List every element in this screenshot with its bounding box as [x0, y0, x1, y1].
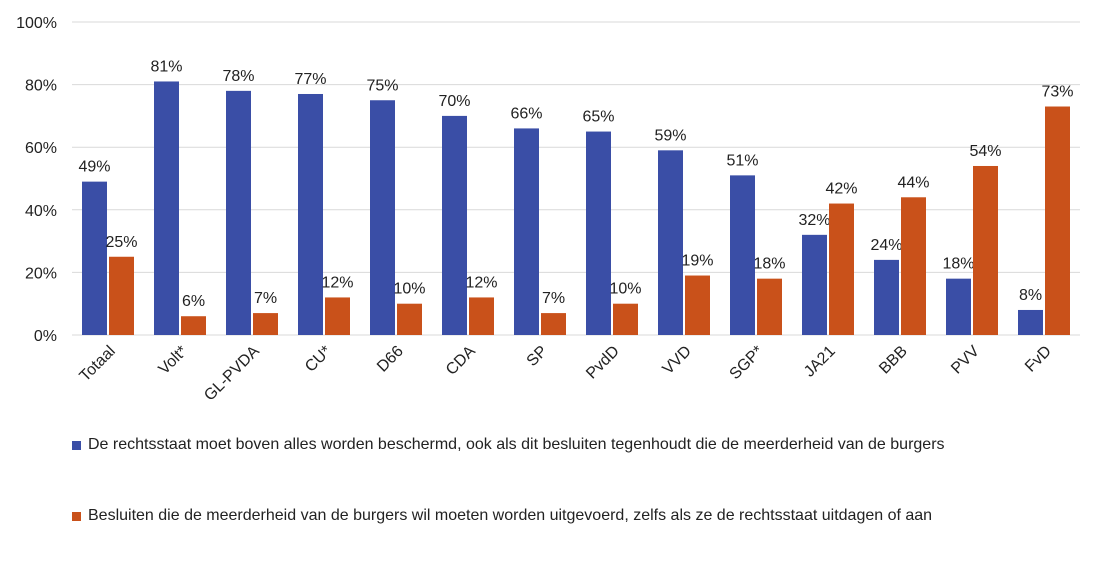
- bar-series-2: [469, 297, 494, 335]
- x-tick-label: GL-PVDA: [201, 343, 263, 405]
- y-tick-label: 20%: [25, 265, 57, 282]
- bar-series-1: [658, 150, 683, 335]
- data-label: 75%: [366, 77, 398, 94]
- bar-series-2: [613, 303, 638, 335]
- y-tick-label: 0%: [34, 328, 57, 345]
- data-label: 81%: [150, 58, 182, 75]
- bar-series-2: [901, 197, 926, 335]
- bar-series-1: [442, 115, 467, 336]
- data-label: 66%: [510, 105, 542, 122]
- y-tick-label: 60%: [25, 140, 57, 157]
- legend-swatch-series-1: [72, 441, 81, 450]
- data-label: 49%: [78, 159, 110, 176]
- x-tick-label: SGP*: [727, 343, 767, 383]
- bar-series-2: [325, 297, 350, 335]
- legend-label-series-1: De rechtsstaat moet boven alles worden b…: [88, 436, 945, 453]
- legend-item-series-1: De rechtsstaat moet boven alles worden b…: [72, 434, 1062, 455]
- bar-series-2: [973, 165, 998, 335]
- bar-series-2: [541, 313, 566, 335]
- bar-series-2: [253, 313, 278, 335]
- data-label: 10%: [609, 281, 641, 298]
- data-label: 73%: [1041, 84, 1073, 101]
- bar-series-1: [802, 234, 827, 335]
- data-label: 77%: [294, 71, 326, 88]
- x-tick-label: VVD: [660, 343, 695, 378]
- data-label: 24%: [870, 237, 902, 254]
- data-label: 32%: [798, 212, 830, 229]
- legend-swatch-series-2: [72, 512, 81, 521]
- bar-series-2: [829, 203, 854, 335]
- legend-label-series-2: Besluiten die de meerderheid van de burg…: [88, 507, 933, 524]
- data-label: 65%: [582, 109, 614, 126]
- bar-series-1: [226, 90, 251, 335]
- bar-series-1: [1018, 309, 1043, 335]
- data-label: 18%: [753, 256, 785, 273]
- x-tick-label: Totaal: [77, 343, 119, 385]
- x-tick-label: CDA: [443, 343, 479, 379]
- data-label: 54%: [969, 143, 1001, 160]
- x-tick-label: JA21: [801, 343, 839, 381]
- y-tick-label: 40%: [25, 203, 57, 220]
- bar-series-1: [298, 93, 323, 336]
- x-tick-label: D66: [374, 343, 407, 376]
- bar-series-1: [730, 175, 755, 335]
- bar-series-1: [82, 181, 107, 335]
- x-tick-label: FvD: [1022, 343, 1055, 376]
- data-label: 10%: [393, 281, 425, 298]
- x-tick-label: BBB: [876, 343, 911, 378]
- bar-series-2: [181, 316, 206, 335]
- data-label: 51%: [726, 152, 758, 169]
- bar-series-2: [109, 256, 134, 335]
- data-label: 78%: [222, 68, 254, 85]
- x-tick-label: PVV: [948, 343, 983, 378]
- bar-series-1: [154, 81, 179, 335]
- y-tick-label: 80%: [25, 78, 57, 95]
- data-label: 19%: [681, 253, 713, 270]
- data-label: 59%: [654, 127, 686, 144]
- x-tick-label: SP: [524, 343, 551, 370]
- bar-series-1: [514, 128, 539, 335]
- data-label: 12%: [465, 274, 497, 291]
- legend-item-series-2: Besluiten die de meerderheid van de burg…: [72, 505, 1062, 526]
- bar-series-2: [757, 278, 782, 335]
- data-label: 70%: [438, 93, 470, 110]
- data-label: 44%: [897, 174, 929, 191]
- data-label: 12%: [321, 274, 353, 291]
- bar-series-2: [1045, 106, 1070, 335]
- data-label: 42%: [825, 181, 857, 198]
- x-tick-label: Volt*: [156, 343, 191, 378]
- bar-series-1: [586, 131, 611, 335]
- y-tick-label: 100%: [16, 15, 57, 32]
- bar-series-1: [946, 278, 971, 335]
- data-label: 6%: [182, 293, 205, 310]
- data-label: 8%: [1019, 287, 1042, 304]
- data-label: 7%: [542, 290, 565, 307]
- data-label: 7%: [254, 290, 277, 307]
- bar-series-1: [874, 259, 899, 335]
- bar-series-2: [685, 275, 710, 335]
- data-label: 25%: [105, 234, 137, 251]
- x-tick-label: CU*: [302, 343, 335, 376]
- bar-series-2: [397, 303, 422, 335]
- bar-series-1: [370, 100, 395, 335]
- data-label: 18%: [942, 256, 974, 273]
- x-tick-label: PvdD: [583, 343, 623, 383]
